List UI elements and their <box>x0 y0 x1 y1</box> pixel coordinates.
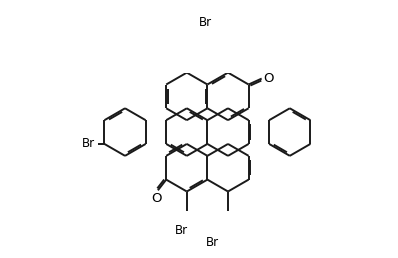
Text: Br: Br <box>175 224 188 237</box>
Text: Br: Br <box>82 138 96 150</box>
Text: O: O <box>263 71 274 85</box>
Text: Br: Br <box>199 16 212 29</box>
Text: Br: Br <box>206 236 219 249</box>
Text: O: O <box>151 191 162 205</box>
